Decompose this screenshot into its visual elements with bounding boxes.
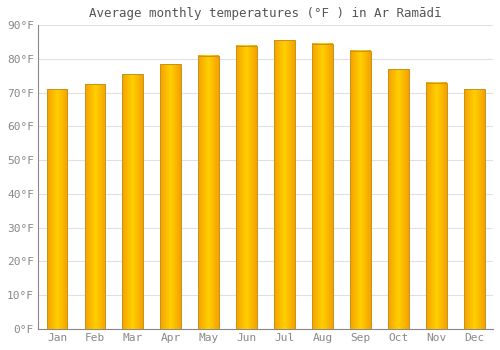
Bar <box>236 46 257 329</box>
Title: Average monthly temperatures (°F ) in Ar Ramādī: Average monthly temperatures (°F ) in Ar… <box>90 7 442 20</box>
Bar <box>274 41 295 329</box>
Bar <box>198 56 219 329</box>
Bar <box>388 69 408 329</box>
Bar <box>160 64 181 329</box>
Bar <box>122 74 144 329</box>
Bar <box>84 84 105 329</box>
Bar <box>350 51 371 329</box>
Bar <box>426 83 446 329</box>
Bar <box>464 89 484 329</box>
Bar <box>312 44 333 329</box>
Bar <box>46 89 68 329</box>
